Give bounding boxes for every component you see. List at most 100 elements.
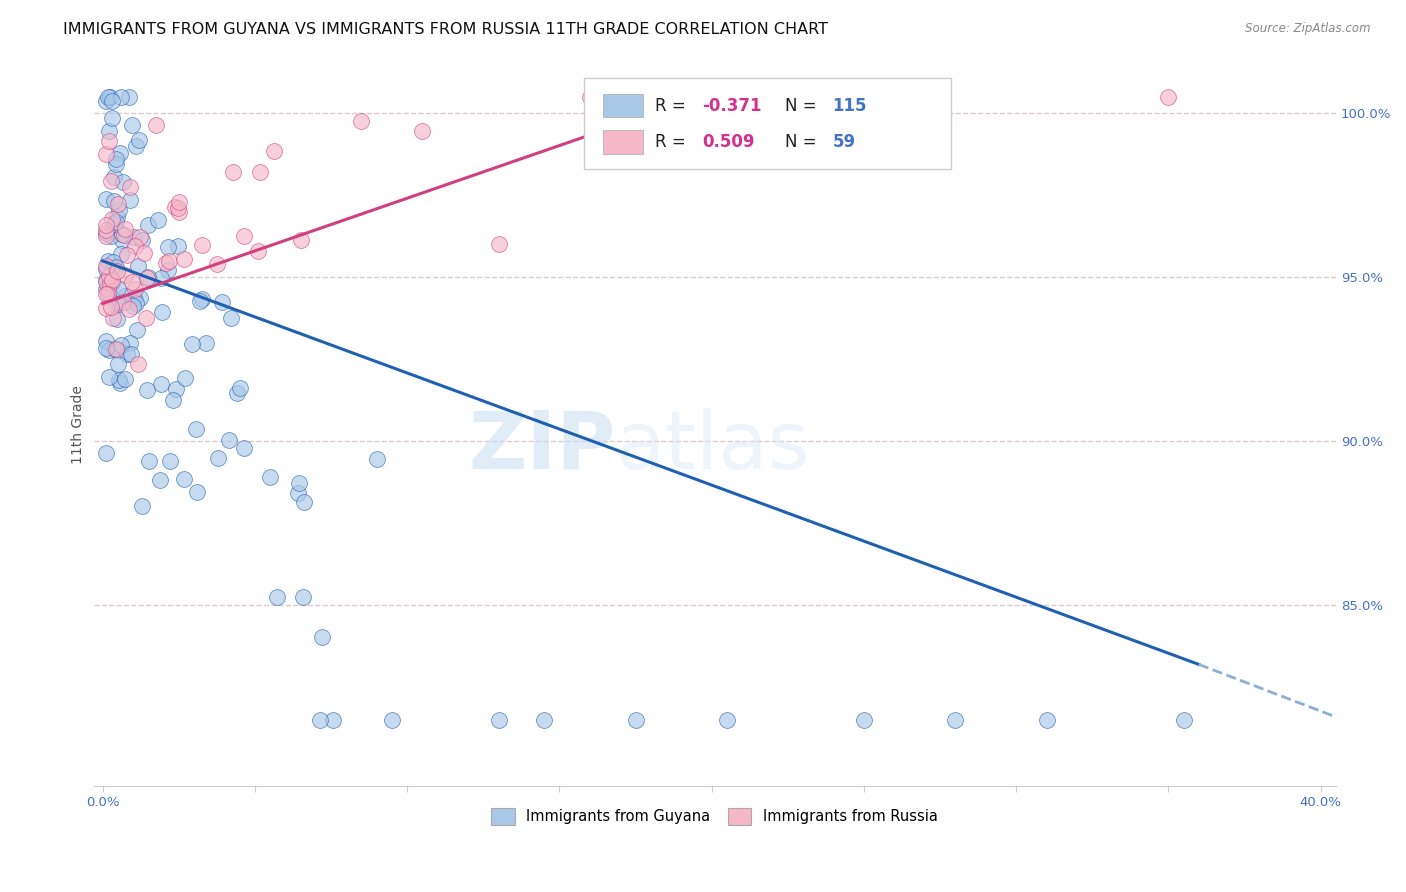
Point bbox=[184, 422, 207, 436]
Y-axis label: 11th Grade: 11th Grade bbox=[72, 385, 86, 465]
Point bbox=[94, 282, 117, 296]
Point bbox=[103, 217, 125, 231]
Point bbox=[852, 713, 875, 727]
Point bbox=[138, 454, 160, 468]
Point bbox=[205, 257, 228, 271]
Point bbox=[94, 229, 117, 244]
Point bbox=[100, 276, 122, 290]
Point bbox=[103, 254, 125, 268]
Point bbox=[120, 346, 142, 360]
Text: Source: ZipAtlas.com: Source: ZipAtlas.com bbox=[1246, 22, 1371, 36]
Point bbox=[165, 382, 187, 396]
Point bbox=[128, 292, 150, 306]
Point bbox=[98, 90, 121, 104]
Text: N =: N = bbox=[786, 133, 823, 151]
Point bbox=[124, 239, 146, 253]
Point bbox=[533, 713, 555, 727]
Point bbox=[103, 342, 125, 356]
Point bbox=[100, 290, 122, 304]
Point bbox=[163, 200, 186, 214]
Text: R =: R = bbox=[655, 97, 690, 115]
Point bbox=[110, 247, 132, 261]
Point bbox=[288, 476, 311, 491]
Point bbox=[943, 713, 966, 727]
Point bbox=[128, 132, 150, 146]
Point bbox=[287, 486, 309, 500]
Point bbox=[167, 239, 190, 253]
Point bbox=[1173, 713, 1195, 727]
Point bbox=[101, 311, 124, 326]
Point bbox=[221, 310, 243, 325]
Point bbox=[716, 713, 738, 727]
Point bbox=[114, 289, 136, 303]
Point bbox=[120, 193, 142, 207]
Point bbox=[115, 248, 138, 262]
Point bbox=[101, 211, 124, 226]
Point bbox=[292, 495, 315, 509]
Point bbox=[94, 275, 117, 289]
Point bbox=[291, 590, 314, 604]
Point bbox=[94, 94, 117, 108]
Point bbox=[266, 590, 288, 604]
Point bbox=[118, 179, 141, 194]
Point bbox=[107, 294, 129, 309]
Point bbox=[169, 204, 191, 219]
Point bbox=[127, 357, 149, 371]
Point bbox=[136, 383, 159, 397]
Point bbox=[173, 472, 195, 486]
Point bbox=[232, 229, 254, 244]
Point bbox=[136, 219, 159, 233]
Point bbox=[114, 372, 136, 386]
Point bbox=[761, 90, 783, 104]
Point bbox=[188, 293, 211, 308]
Point bbox=[97, 134, 120, 148]
Point bbox=[94, 341, 117, 355]
Point bbox=[624, 713, 647, 727]
FancyBboxPatch shape bbox=[603, 95, 643, 118]
Point bbox=[94, 219, 117, 233]
Text: N =: N = bbox=[786, 97, 823, 115]
Point bbox=[122, 291, 145, 305]
Point bbox=[138, 270, 160, 285]
Point bbox=[94, 146, 117, 161]
Point bbox=[100, 300, 122, 314]
Text: R =: R = bbox=[655, 133, 690, 151]
Point bbox=[96, 90, 118, 104]
Point bbox=[290, 233, 312, 247]
Point bbox=[94, 222, 117, 236]
Point bbox=[186, 484, 208, 499]
Point bbox=[94, 301, 117, 315]
Point bbox=[107, 202, 129, 217]
Point bbox=[97, 286, 120, 301]
Point bbox=[105, 297, 128, 311]
Point bbox=[100, 174, 122, 188]
Point bbox=[110, 338, 132, 352]
Point bbox=[124, 282, 146, 296]
Point bbox=[156, 262, 179, 277]
Point bbox=[381, 713, 404, 727]
Point bbox=[107, 197, 129, 211]
Point bbox=[169, 195, 191, 210]
Point bbox=[97, 282, 120, 296]
Point bbox=[103, 194, 125, 209]
Point bbox=[308, 713, 330, 727]
Point bbox=[247, 244, 270, 258]
Point bbox=[228, 381, 250, 395]
Point bbox=[488, 713, 510, 727]
FancyBboxPatch shape bbox=[603, 130, 643, 153]
Point bbox=[114, 268, 136, 282]
Point bbox=[98, 370, 121, 384]
Point bbox=[159, 454, 181, 468]
Point bbox=[207, 451, 229, 466]
Point bbox=[181, 336, 204, 351]
Point bbox=[579, 90, 602, 104]
Point bbox=[149, 473, 172, 487]
Point bbox=[100, 228, 122, 243]
Point bbox=[125, 139, 148, 153]
Point bbox=[1157, 90, 1180, 104]
Point bbox=[157, 254, 180, 268]
Point bbox=[135, 270, 157, 285]
Point bbox=[222, 165, 245, 179]
Point bbox=[125, 323, 148, 337]
Point bbox=[94, 446, 117, 460]
